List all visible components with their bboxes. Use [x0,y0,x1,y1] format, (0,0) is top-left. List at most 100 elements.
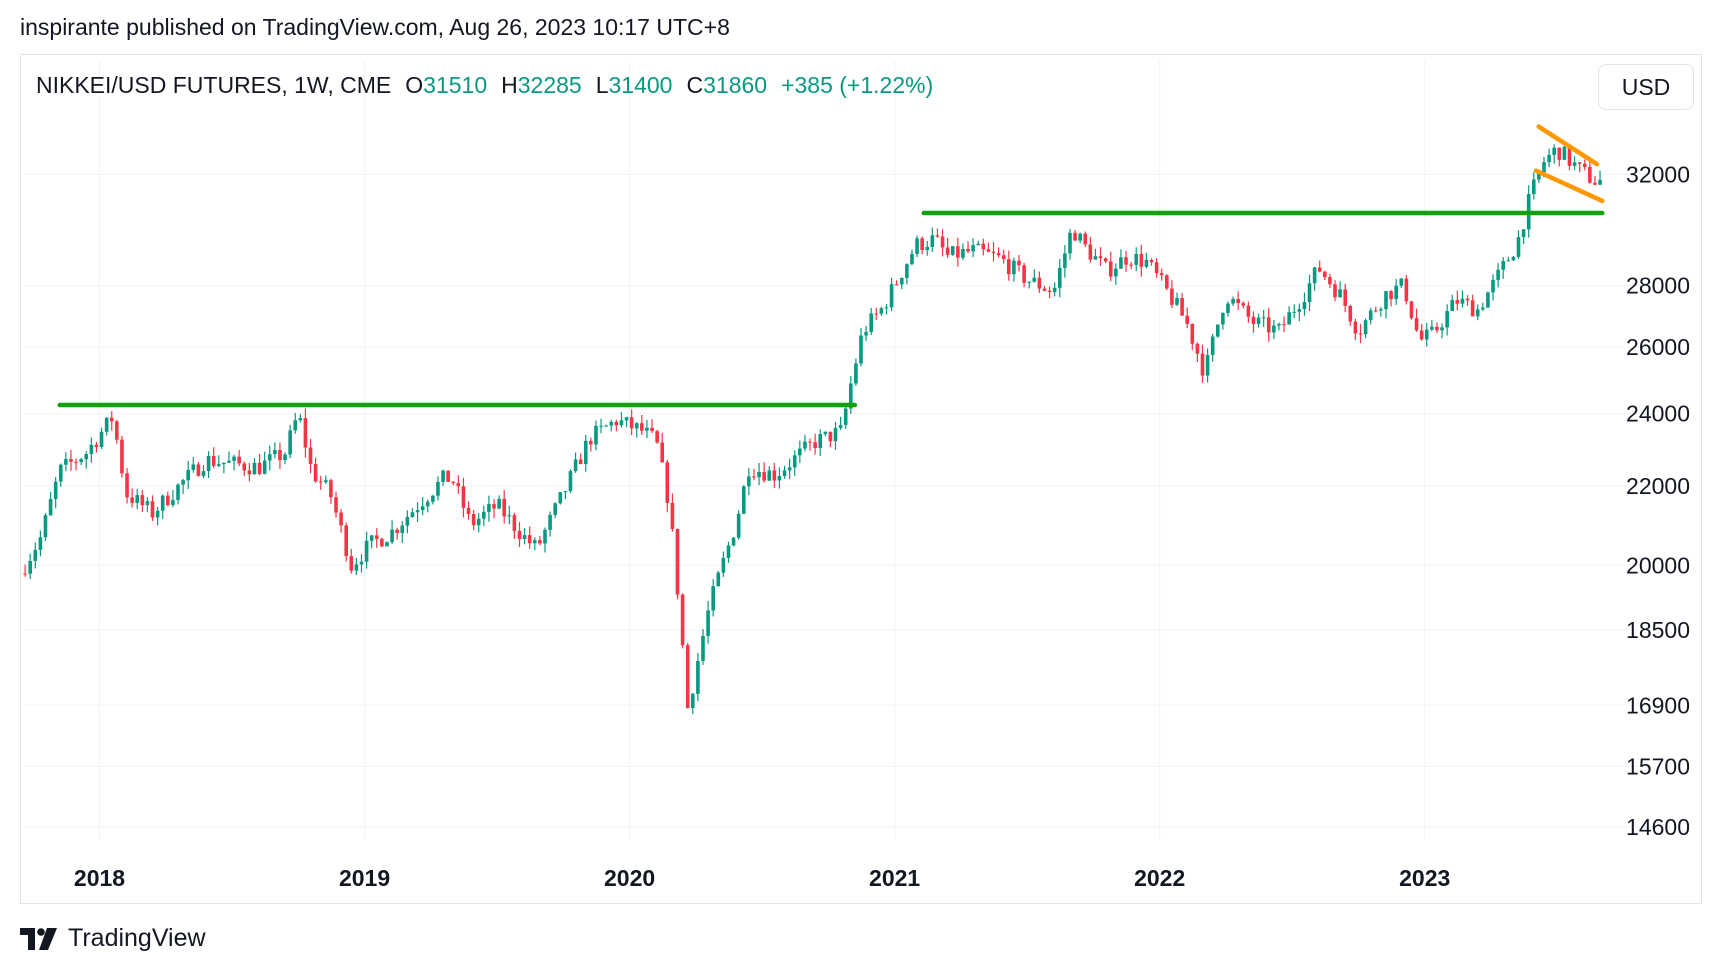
candle-body [1052,287,1057,293]
price-tick-label: 16900 [1626,692,1690,718]
candle-body [1098,256,1103,259]
candle-body [1363,320,1368,335]
candle-body [1190,323,1195,344]
candle-body [166,495,170,506]
candle-body [318,481,323,483]
candle-body [772,470,777,481]
candle-body [956,246,960,258]
candle-body [538,540,542,544]
candle-body [145,501,150,506]
candle-body [1292,311,1297,313]
candle-body [1144,259,1149,267]
price-tick-label: 24000 [1626,401,1690,427]
candle-body [405,517,410,526]
candle-body [181,480,185,485]
candle-body [640,423,644,431]
candle-body [1017,260,1021,266]
candle-body [1093,256,1098,260]
candle-body [395,529,399,533]
candle-body [482,511,486,519]
candle-body [1537,172,1541,180]
candle-body [99,431,104,447]
chart-grid [20,60,1650,840]
candle-body [1282,324,1286,326]
candle-body [1012,260,1016,275]
candle-body [1180,298,1184,316]
time-tick-label: 2018 [74,865,125,891]
candle-body [1562,146,1567,160]
candle-body [135,495,140,503]
candle-body [1333,284,1337,298]
candle-body [441,470,445,482]
price-tick-label: 15700 [1626,754,1690,780]
candle-body [1261,317,1266,319]
candle-body [930,235,935,247]
price-change: +385 (+1.22%) [781,72,934,98]
candle-body [680,594,685,646]
candle-body [1491,279,1495,293]
candle-body [726,545,731,558]
candle-body [1424,329,1429,340]
candle-body [1154,262,1159,274]
candle-body [966,248,970,252]
candle-body [1139,254,1144,267]
candle-body [1368,310,1373,321]
candle-body [247,470,252,475]
candle-body [456,483,461,487]
open-value: 31510 [423,72,488,98]
price-tick-label: 14600 [1626,814,1690,840]
candle-body [431,495,435,502]
candle-body [1246,305,1251,317]
candle-body [1108,261,1113,277]
candle-body [1552,147,1556,156]
candle-body [1047,290,1052,293]
candle-body [1149,259,1154,263]
candle-body [1236,298,1240,304]
drawings-group [57,124,1605,408]
candle-body [446,470,450,482]
candle-body [808,441,812,443]
candle-body [1598,179,1602,185]
candle-body [1022,265,1026,283]
candle-body [1205,354,1210,376]
currency-button[interactable]: USD [1598,64,1694,110]
candle-body [186,469,190,481]
candle-body [1445,311,1449,328]
candle-body [1226,303,1230,313]
candle-body [721,557,726,573]
time-tick-label: 2022 [1134,865,1185,891]
candle-body [716,572,721,587]
channel-upper-line [1536,124,1600,167]
candle-body [894,284,899,286]
tradingview-brand[interactable]: TradingView [20,924,206,953]
candle-body [1251,316,1256,325]
price-tick-label: 22000 [1626,473,1690,499]
candle-body [1134,254,1139,265]
candle-body [629,417,634,429]
candle-body [803,441,807,449]
time-tick-label: 2020 [604,865,655,891]
candle-body [823,431,828,435]
candle-body [84,453,89,460]
high-label: H [501,72,518,98]
candle-body [1027,281,1031,283]
candle-body [910,253,914,265]
candle-body [1501,261,1506,270]
candle-body [1460,298,1465,304]
candle-body [298,418,303,421]
candle-body [1531,179,1536,195]
candle-body [1078,233,1082,241]
candle-body [283,454,287,461]
candle-body [374,535,379,539]
candle-body [706,610,710,636]
candle-body [1073,232,1077,241]
candle-body [650,427,654,432]
candle-body [267,454,272,461]
candle-body [1419,330,1424,340]
brand-name: TradingView [68,924,206,952]
candle-body [425,501,430,507]
candle-body [1481,307,1485,310]
candle-body [1588,166,1592,183]
candle-body [288,430,292,455]
